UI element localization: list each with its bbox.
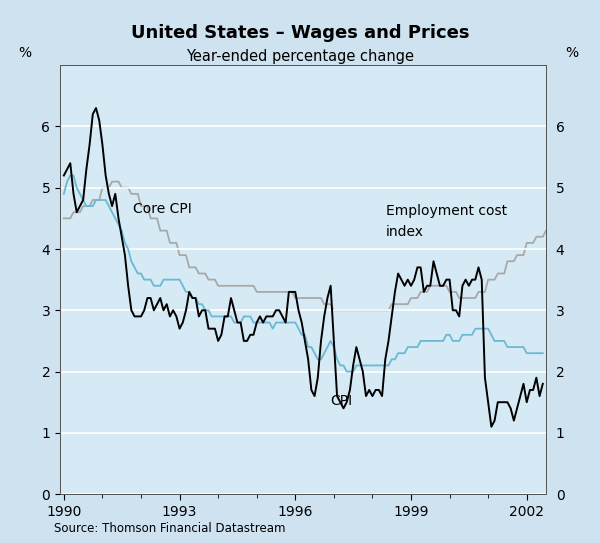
Text: Core CPI: Core CPI — [133, 202, 192, 216]
Text: %: % — [565, 46, 578, 60]
Text: index: index — [386, 225, 424, 239]
Text: CPI: CPI — [330, 394, 352, 408]
Text: Source: Thomson Financial Datastream: Source: Thomson Financial Datastream — [54, 522, 286, 535]
Text: Year-ended percentage change: Year-ended percentage change — [186, 49, 414, 64]
Text: Employment cost: Employment cost — [386, 204, 507, 218]
Text: United States – Wages and Prices: United States – Wages and Prices — [131, 24, 469, 42]
Text: %: % — [19, 46, 32, 60]
